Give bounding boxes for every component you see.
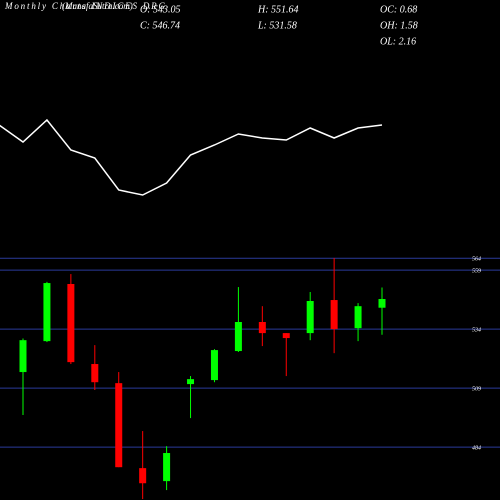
candle-body xyxy=(115,383,123,468)
candle-body xyxy=(282,333,290,339)
candle-body xyxy=(91,364,99,383)
stat: C: 546.74 xyxy=(140,20,180,31)
candle-body xyxy=(330,300,338,330)
candle-body xyxy=(43,283,51,342)
candle-body xyxy=(163,453,171,482)
source: (MunafaSutra.com) xyxy=(62,1,133,11)
stat: L: 531.58 xyxy=(257,20,297,31)
candle-body xyxy=(210,350,218,381)
stat: OC: 0.68 xyxy=(380,4,417,15)
y-tick-label: 509 xyxy=(472,386,481,392)
stat: OH: 1.58 xyxy=(380,20,418,31)
candle-body xyxy=(187,379,195,385)
stat: H: 551.64 xyxy=(257,4,299,15)
y-tick-label: 484 xyxy=(472,444,481,451)
y-tick-label: 534 xyxy=(472,326,481,333)
candle-body xyxy=(19,340,27,373)
y-tick-label: 564 xyxy=(472,256,481,263)
chart-title: Monthly Charts INDICES DRG xyxy=(4,1,166,11)
stat: OL: 2.16 xyxy=(380,36,416,47)
stat: O: 543.05 xyxy=(140,4,181,15)
indicator-line xyxy=(0,118,383,196)
y-tick-label: 559 xyxy=(472,268,481,274)
candle-body xyxy=(234,322,242,352)
candle-body xyxy=(67,283,75,363)
candle-body xyxy=(378,299,386,308)
candle-body xyxy=(258,322,266,334)
candle-body xyxy=(139,468,147,484)
candle-body xyxy=(306,300,314,334)
candle-body xyxy=(354,306,362,329)
